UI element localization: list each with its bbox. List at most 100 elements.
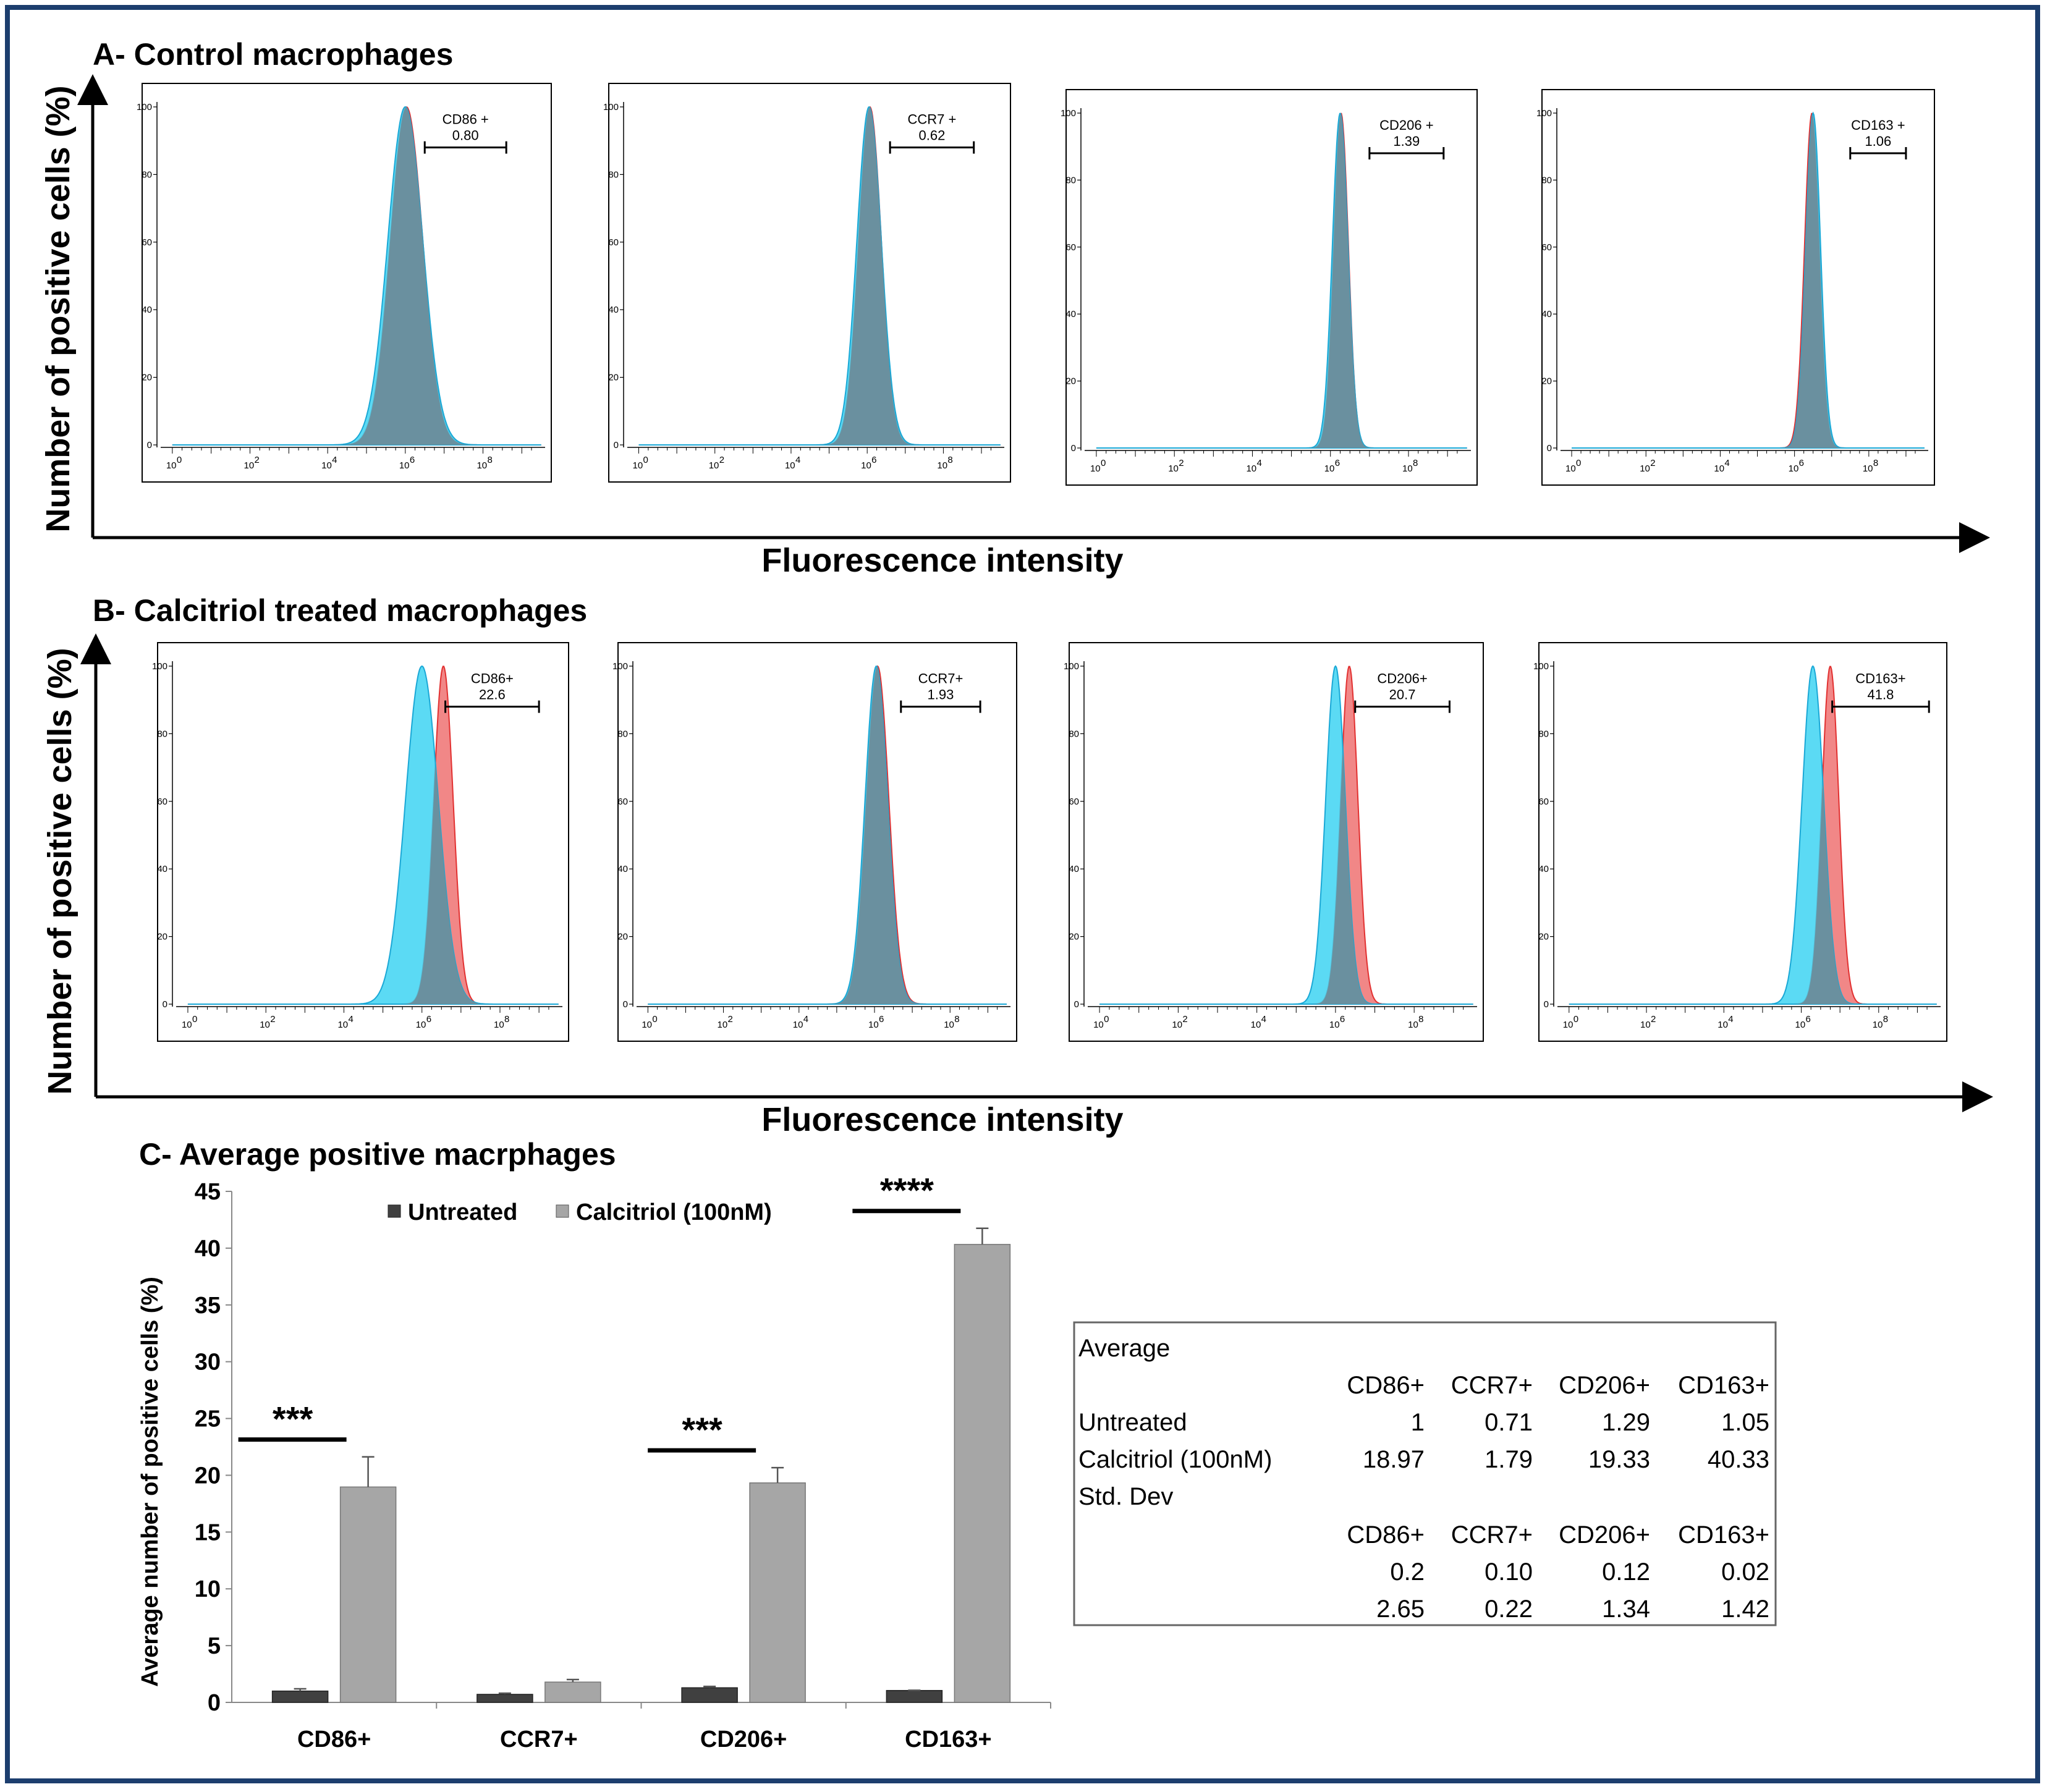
- calcitriol-cd163-x-tick-exponent: 2: [1651, 1014, 1656, 1025]
- bar-chart-legend: Untreated Calcitriol (100nM): [388, 1199, 772, 1225]
- control-cd163-marker-label: CD163 +: [1851, 117, 1905, 133]
- bar-chart-category-label: CCR7+: [500, 1726, 578, 1752]
- calcitriol-cd163-x-tick-label: 10: [1795, 1020, 1806, 1030]
- control-cd163-x-tick-label: 10: [1863, 463, 1873, 474]
- control-cd86-x-tick-label: 10: [476, 460, 487, 471]
- table-header: CD163+: [1678, 1372, 1769, 1399]
- control-ccr7-y-tick-label: 100: [603, 102, 619, 112]
- calcitriol-cd86-panel-border: [157, 642, 569, 1042]
- control-cd163-x-tick-exponent: 8: [1873, 458, 1878, 468]
- calcitriol-cd206-x-tick-exponent: 4: [1261, 1014, 1266, 1025]
- control-cd163-y-tick-label: 20: [1541, 376, 1552, 387]
- control-cd163-y-tick-label: 80: [1541, 175, 1552, 185]
- table-header: CD206+: [1559, 1521, 1650, 1549]
- control-cd163-panel-border: [1541, 89, 1935, 486]
- calcitriol-ccr7-y-tick-label: 0: [623, 999, 628, 1010]
- control-ccr7-x-tick-label: 10: [709, 460, 719, 471]
- table-row-label: Calcitriol (100nM): [1078, 1446, 1272, 1473]
- calcitriol-cd163-x-tick-exponent: 0: [1574, 1014, 1578, 1025]
- calcitriol-cd86-x-tick-label: 10: [182, 1020, 192, 1030]
- calcitriol-cd206-marker-label: CD206+: [1377, 671, 1427, 687]
- control-cd206-marker-value: 1.39: [1393, 133, 1420, 149]
- significance-label: ****: [880, 1171, 934, 1210]
- bar-calcitriol: [544, 1681, 601, 1703]
- calcitriol-ccr7-x-tick-label: 10: [944, 1020, 954, 1030]
- calcitriol-cd86-x-tick-label: 10: [494, 1020, 504, 1030]
- calcitriol-cd86-x-tick-exponent: 2: [270, 1014, 275, 1025]
- calcitriol-cd86-y-tick-label: 40: [157, 864, 167, 874]
- control-cd163-y-tick-label: 60: [1541, 242, 1552, 253]
- control-cd206-y-tick-label: 100: [1061, 108, 1076, 119]
- control-cd163-x-tick-label: 10: [1640, 463, 1650, 474]
- bar-chart-category-label: CD163+: [905, 1726, 991, 1752]
- calcitriol-cd206-x-tick-exponent: 2: [1182, 1014, 1187, 1025]
- calcitriol-cd206-panel-border: [1069, 642, 1484, 1042]
- control-cd86-marker-label: CD86 +: [443, 112, 489, 127]
- calcitriol-cd86-y-tick-label: 0: [163, 999, 167, 1010]
- bar-chart-y-axis-label: Average number of positive cells (%): [137, 1277, 163, 1687]
- control-ccr7-marker-value: 0.62: [919, 128, 946, 143]
- section-c-title: C- Average positive macrphages: [139, 1137, 616, 1172]
- significance-label: ***: [273, 1400, 313, 1439]
- calcitriol-ccr7-marker-value: 1.93: [928, 687, 954, 703]
- calcitriol-cd206-y-tick-label: 40: [1069, 864, 1079, 874]
- calcitriol-ccr7-x-tick-exponent: 6: [879, 1014, 884, 1025]
- bar-chart-category-label: CD86+: [297, 1726, 371, 1752]
- calcitriol-ccr7-x-tick-label: 10: [793, 1020, 803, 1030]
- control-ccr7-y-tick-label: 0: [614, 440, 619, 450]
- control-cd163-y-tick-label: 0: [1547, 443, 1552, 454]
- control-cd86-y-tick-label: 60: [142, 237, 152, 248]
- calcitriol-cd206-y-tick-label: 0: [1074, 999, 1079, 1010]
- calcitriol-ccr7-marker-label: CCR7+: [918, 671, 964, 687]
- control-ccr7-x-tick-label: 10: [785, 460, 795, 471]
- control-cd163-x-tick-exponent: 2: [1650, 458, 1655, 468]
- control-ccr7-x-tick-exponent: 6: [871, 455, 876, 465]
- calcitriol-cd206-y-tick-label: 80: [1069, 729, 1079, 739]
- calcitriol-cd206-x-tick-exponent: 6: [1340, 1014, 1345, 1025]
- section-a-title: A- Control macrophages: [93, 37, 453, 72]
- bar-chart-y-tick-label: 15: [195, 1519, 221, 1545]
- section-a-y-axis-label: Number of positive cells (%): [40, 85, 77, 532]
- control-cd163-x-tick-exponent: 0: [1576, 458, 1581, 468]
- control-cd163-x-tick-label: 10: [1789, 463, 1799, 474]
- calcitriol-cd163-x-tick-exponent: 4: [1728, 1014, 1733, 1025]
- table-cell: 19.33: [1588, 1446, 1650, 1473]
- control-cd163-y-tick-label: 40: [1541, 309, 1552, 319]
- control-cd86-x-tick-label: 10: [321, 460, 332, 471]
- control-cd86-isotype-histogram: [172, 106, 541, 446]
- control-cd206-x-tick-label: 10: [1324, 463, 1335, 474]
- control-cd206-x-tick-label: 10: [1168, 463, 1179, 474]
- control-cd206-x-tick-exponent: 2: [1179, 458, 1184, 468]
- control-cd163-x-tick-label: 10: [1565, 463, 1576, 474]
- calcitriol-ccr7-y-tick-label: 80: [617, 729, 628, 739]
- control-cd86-y-tick-label: 40: [142, 305, 152, 315]
- calcitriol-cd86-x-tick-label: 10: [416, 1020, 426, 1030]
- calcitriol-cd86-x-tick-exponent: 6: [426, 1014, 431, 1025]
- control-ccr7-y-tick-label: 20: [608, 373, 619, 383]
- bar-chart-y-tick-label: 40: [195, 1236, 221, 1262]
- table-cell: 1: [1411, 1409, 1425, 1436]
- control-cd86-y-tick-label: 80: [142, 169, 152, 180]
- table-cell: 18.97: [1363, 1446, 1425, 1473]
- calcitriol-cd206-y-tick-label: 100: [1064, 661, 1079, 672]
- control-cd163-x-tick-exponent: 4: [1724, 458, 1729, 468]
- calcitriol-cd163-x-tick-label: 10: [1640, 1020, 1651, 1030]
- control-cd206-y-tick-label: 40: [1065, 309, 1076, 319]
- bar-chart-y-tick-label: 20: [195, 1463, 221, 1489]
- control-cd206-y-tick-label: 20: [1065, 376, 1076, 387]
- control-cd163-marker-value: 1.06: [1865, 133, 1891, 149]
- table-average-label: Average: [1078, 1335, 1170, 1362]
- calcitriol-cd206-x-tick-label: 10: [1093, 1020, 1104, 1030]
- table-cell: 1.34: [1602, 1595, 1650, 1623]
- calcitriol-cd163-y-tick-label: 0: [1544, 999, 1549, 1010]
- calcitriol-cd206-x-tick-exponent: 8: [1418, 1014, 1423, 1025]
- calcitriol-cd206-y-tick-label: 60: [1069, 797, 1079, 807]
- control-ccr7-x-tick-label: 10: [861, 460, 871, 471]
- calcitriol-cd206-x-tick-label: 10: [1251, 1020, 1261, 1030]
- calcitriol-cd86-y-tick-label: 20: [157, 932, 167, 942]
